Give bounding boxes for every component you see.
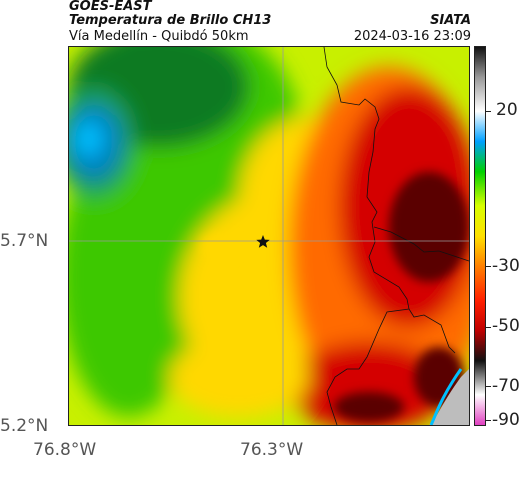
colorbar-tick-mark — [486, 327, 491, 328]
coast-line-south — [408, 308, 456, 354]
colorbar-tick-label: -30 — [492, 256, 520, 276]
product-title: Temperatura de Brillo CH13 — [69, 13, 272, 28]
colorbar-tick-mark — [486, 111, 491, 112]
org-label: SIATA — [430, 13, 471, 28]
border-line — [323, 47, 410, 425]
colorbar-tick-label: -90 — [492, 410, 520, 430]
colorbar-tick-label: -50 — [492, 316, 520, 336]
colorbar — [474, 46, 486, 426]
warm-surface-patch — [429, 369, 469, 425]
colorbar-tick-mark — [486, 386, 491, 387]
timestamp-label: 2024-03-16 23:09 — [353, 29, 471, 44]
coast-line — [373, 226, 469, 262]
colorbar-tick-mark — [486, 266, 491, 267]
brightness-temperature-map — [68, 46, 470, 426]
lat-tick-label: 5.2°N — [0, 416, 49, 436]
colorbar-tick-label: -70 — [492, 376, 520, 396]
lat-tick-label: 5.7°N — [0, 231, 49, 251]
lon-tick-label: 76.8°W — [33, 440, 97, 460]
colorbar-tick-label: 20 — [496, 100, 518, 120]
route-subtitle: Vía Medellín - Quibdó 50km — [69, 29, 249, 44]
lon-tick-label: 76.3°W — [240, 440, 304, 460]
colorbar-edge-artifact — [429, 368, 463, 425]
star-icon — [256, 235, 270, 248]
map-canvas — [69, 47, 469, 425]
satellite-title: GOES-EAST — [69, 0, 152, 14]
colorbar-tick-mark — [486, 420, 491, 421]
